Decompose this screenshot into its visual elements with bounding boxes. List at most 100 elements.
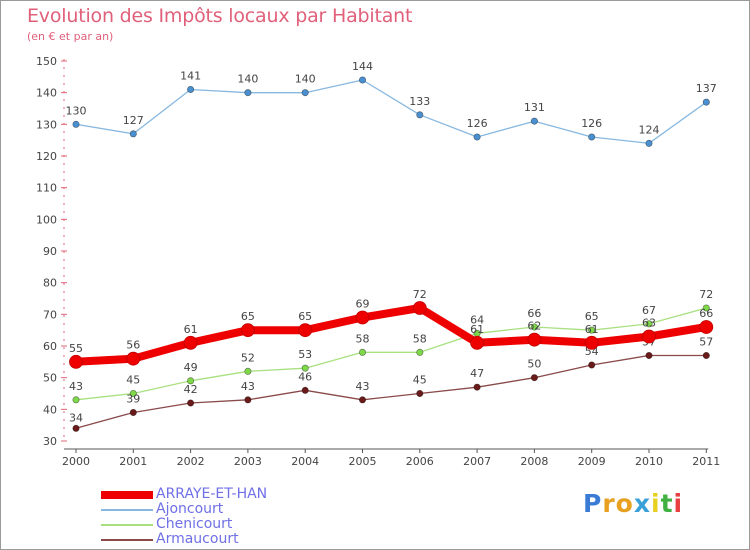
data-point-chenicourt (358, 348, 367, 356)
data-label-chenicourt: 67 (642, 304, 656, 317)
data-point-ajoncourt (416, 111, 424, 119)
data-point-chenicourt (702, 304, 710, 312)
x-tick-label: 2010 (635, 455, 663, 468)
proxiti-logo: Proxiti (583, 489, 683, 518)
x-tick-label: 2002 (177, 455, 205, 468)
data-point-armaucourt (645, 351, 653, 360)
data-label-arraye-et-han: 61 (470, 323, 484, 336)
x-tick-label: 2000 (62, 455, 90, 468)
data-label-chenicourt: 72 (699, 288, 713, 301)
data-label-chenicourt: 58 (356, 332, 370, 345)
data-label-arraye-et-han: 56 (126, 339, 140, 352)
data-point-arraye-et-han (527, 332, 542, 347)
data-point-chenicourt (244, 367, 252, 375)
series-line-ajoncourt (75, 79, 707, 144)
data-point-arraye-et-han (240, 323, 255, 338)
y-tick-label: 110 (36, 182, 57, 195)
data-point-chenicourt (416, 348, 424, 356)
data-label-armaucourt: 46 (298, 370, 312, 383)
x-tick-label: 2009 (578, 455, 606, 468)
data-point-armaucourt (588, 361, 596, 369)
data-point-armaucourt (244, 396, 252, 404)
data-label-arraye-et-han: 61 (585, 323, 599, 336)
data-label-ajoncourt: 133 (409, 95, 430, 108)
data-label-chenicourt: 58 (413, 332, 427, 345)
data-point-armaucourt (358, 396, 367, 404)
data-label-armaucourt: 42 (184, 383, 198, 396)
data-point-ajoncourt (301, 89, 309, 97)
data-label-ajoncourt: 126 (581, 117, 602, 130)
data-label-arraye-et-han: 72 (413, 288, 427, 301)
data-point-armaucourt (301, 386, 309, 394)
data-label-arraye-et-han: 69 (356, 298, 370, 311)
data-point-ajoncourt (530, 117, 538, 125)
data-point-armaucourt (72, 424, 80, 432)
data-label-ajoncourt: 124 (639, 123, 660, 136)
data-label-armaucourt: 39 (126, 393, 140, 406)
data-point-chenicourt (301, 364, 309, 372)
data-point-ajoncourt (129, 130, 137, 138)
data-label-chenicourt: 64 (470, 313, 484, 326)
data-label-armaucourt: 43 (241, 380, 255, 393)
data-label-armaucourt: 47 (470, 367, 484, 380)
data-point-arraye-et-han (355, 310, 370, 325)
data-point-chenicourt (645, 320, 653, 328)
data-label-armaucourt: 45 (413, 374, 427, 387)
data-point-armaucourt (530, 374, 538, 382)
data-point-chenicourt (187, 377, 195, 385)
data-point-ajoncourt (244, 89, 252, 97)
data-label-ajoncourt: 130 (66, 104, 87, 117)
data-label-chenicourt: 53 (298, 348, 312, 361)
data-point-arraye-et-han (412, 301, 427, 315)
data-label-arraye-et-han: 65 (241, 310, 255, 323)
y-tick-label: 140 (36, 87, 57, 100)
data-label-armaucourt: 43 (356, 380, 370, 393)
data-point-ajoncourt (702, 98, 710, 106)
data-label-arraye-et-han: 65 (298, 310, 312, 323)
logo-letter: P (583, 489, 603, 518)
data-label-arraye-et-han: 55 (69, 342, 83, 355)
data-point-chenicourt (530, 323, 538, 331)
y-tick-label: 90 (43, 245, 57, 258)
data-point-chenicourt (588, 326, 596, 334)
y-tick-label: 60 (43, 340, 57, 353)
data-point-chenicourt (72, 396, 80, 404)
chart-title: Evolution des Impôts locaux par Habitant (27, 5, 413, 27)
data-point-armaucourt (129, 408, 137, 417)
data-point-arraye-et-han (183, 335, 198, 350)
legend-swatch-armaucourt (101, 539, 153, 541)
legend-swatch-ajoncourt (101, 509, 153, 511)
data-label-armaucourt: 50 (527, 358, 541, 371)
data-point-arraye-et-han (298, 323, 313, 338)
data-point-arraye-et-han (584, 335, 599, 350)
y-tick-label: 80 (43, 277, 57, 290)
data-label-ajoncourt: 127 (123, 114, 144, 127)
y-tick-label: 130 (36, 118, 57, 131)
data-point-arraye-et-han (470, 335, 485, 350)
logo-letter: x (633, 489, 651, 518)
data-point-arraye-et-han (642, 329, 656, 344)
data-label-ajoncourt: 126 (467, 117, 488, 130)
legend-label-ajoncourt: Ajoncourt (156, 501, 224, 517)
data-point-armaucourt (702, 351, 710, 360)
y-tick-label: 120 (36, 150, 57, 163)
series-line-chenicourt (75, 307, 707, 401)
series-line-arraye-et-han (72, 304, 711, 366)
data-label-armaucourt: 34 (69, 411, 83, 424)
y-tick-label: 40 (43, 403, 57, 416)
y-tick-label: 100 (36, 213, 57, 226)
data-point-armaucourt (416, 389, 424, 398)
legend-label-arraye: ARRAYE-ET-HAN (156, 486, 268, 502)
x-tick-label: 2001 (119, 455, 147, 468)
data-label-ajoncourt: 131 (524, 101, 545, 114)
data-label-ajoncourt: 137 (696, 82, 717, 95)
data-point-arraye-et-han (69, 354, 83, 369)
data-label-chenicourt: 65 (585, 310, 599, 323)
data-label-arraye-et-han: 63 (642, 317, 656, 330)
data-point-chenicourt (129, 389, 137, 398)
logo-letter: i (651, 489, 661, 518)
logo-letter: r (602, 489, 616, 518)
data-point-ajoncourt (72, 120, 80, 128)
